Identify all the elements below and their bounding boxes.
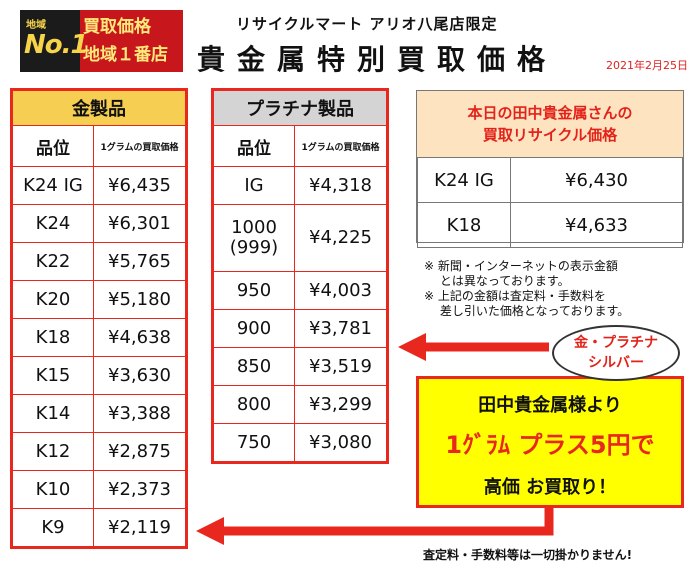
shop-logo: 地域 No.1 買取価格 地域１番店 [20,10,183,72]
price-cell: ¥3,519 [294,347,388,386]
shop-name: リサイクルマート アリオ八尾店限定 [236,15,498,33]
grade-cell: 750 [212,423,295,463]
table-row: IG ¥4,318 [212,166,388,205]
table-row: K18 ¥4,633 [417,202,683,248]
arrowhead-platinum [398,333,426,361]
today-price-box: 本日の田中貴金属さんの 買取リサイクル価格 K24 IG ¥6,430 K18 ¥4… [416,90,684,248]
platinum-table-header: プラチナ製品 [212,89,388,126]
price-cell: ¥4,633 [510,202,683,248]
price-notes: ※ 新聞・インターネットの表示金額 とは異なっております。 ※ 上記の金額は査定… [424,259,629,319]
bubble-line2: シルバー [588,355,644,371]
table-row: K14 ¥3,388 [11,394,187,433]
promo-box: 田中貴金属様より 1ｸﾞﾗﾑ プラス5円で 高価 お買取り！ [416,376,684,508]
grade-cell: 850 [212,347,295,386]
page-title: 貴金属特別買取価格 [197,43,558,76]
note-line: 差し引いた価格となっております。 [424,304,630,318]
price-cell: ¥2,373 [93,470,187,509]
gold-col-price: 1グラムの買取価格 [93,125,187,167]
platinum-col-price: 1グラムの買取価格 [294,125,388,167]
price-cell: ¥3,630 [93,356,187,395]
grade-cell: K24 IG [417,157,511,203]
table-row: K9 ¥2,119 [11,508,187,548]
price-cell: ¥6,301 [93,204,187,243]
table-row: 850 ¥3,519 [212,347,388,386]
table-row: K24 IG ¥6,430 [417,157,683,203]
grade-cell: 1000 (999) [212,204,295,272]
price-cell: ¥6,430 [510,157,683,203]
logo-no1-panel: 地域 No.1 [20,10,89,72]
price-cell: ¥5,765 [93,242,187,281]
price-cell: ¥3,388 [93,394,187,433]
grade-cell: K10 [11,470,94,509]
promo-line1: 田中貴金属様より [478,395,622,416]
promo-line2: 1ｸﾞﾗﾑ プラス5円で [445,431,655,459]
today-heading-line1: 本日の田中貴金属さんの [467,104,633,122]
table-row: 1000 (999) ¥4,225 [212,204,388,272]
logo-tagline: 買取価格 地域１番店 [83,13,180,69]
price-cell: ¥3,781 [294,309,388,348]
price-cell: ¥3,299 [294,385,388,424]
grade-cell: 950 [212,271,295,310]
promo-line3: 高価 お買取り！ [483,477,617,498]
table-row: 750 ¥3,080 [212,423,388,463]
today-heading-line2: 買取リサイクル価格 [482,126,618,144]
today-heading: 本日の田中貴金属さんの 買取リサイクル価格 [417,91,683,157]
today-price-table: K24 IG ¥6,430 K18 ¥4,633 [417,157,683,248]
note-line: ※ 上記の金額は査定料・手数料を [424,289,606,303]
grade-cell: K12 [11,432,94,471]
price-cell: ¥4,318 [294,166,388,205]
logo-no1-text: No.1 [24,30,89,60]
date-label: 2021年2月25日 [606,59,688,72]
table-row: K24 ¥6,301 [11,204,187,243]
arrowhead-gold [196,517,224,545]
bubble-line1: 金・プラチナ [574,335,658,351]
price-cell: ¥2,119 [93,508,187,548]
footer-note: 査定料・手数料等は一切掛かりません! [423,548,633,562]
note-line: とは異なっております。 [424,274,570,288]
grade-cell: K15 [11,356,94,395]
platinum-price-table: プラチナ製品 品位 1グラムの買取価格 IG ¥4,318 1000 (999) ¥… [211,88,389,464]
note-line: ※ 新聞・インターネットの表示金額 [424,259,618,273]
price-cell: ¥3,080 [294,423,388,463]
table-row: K22 ¥5,765 [11,242,187,281]
logo-line2: 地域１番店 [83,45,168,65]
grade-cell: K18 [417,202,511,248]
grade-cell: 900 [212,309,295,348]
table-row: K12 ¥2,875 [11,432,187,471]
table-row: K15 ¥3,630 [11,356,187,395]
grade-cell: K14 [11,394,94,433]
table-row: 800 ¥3,299 [212,385,388,424]
logo-line1: 買取価格 [83,17,151,37]
arrow-to-gold-k9 [222,508,554,536]
metal-types-bubble: 金・プラチナ シルバー [552,325,680,381]
grade-cell: K24 [11,204,94,243]
gold-table-header: 金製品 [11,89,187,126]
table-row: 900 ¥3,781 [212,309,388,348]
logo-area-text: 地域 [26,20,46,31]
price-cell: ¥5,180 [93,280,187,319]
grade-cell: IG [212,166,295,205]
price-cell: ¥2,875 [93,432,187,471]
gold-price-table: 金製品 品位 1グラムの買取価格 K24 IG ¥6,435 K24 ¥6,301 … [10,88,188,549]
price-cell: ¥4,225 [294,204,388,272]
table-row: K10 ¥2,373 [11,470,187,509]
